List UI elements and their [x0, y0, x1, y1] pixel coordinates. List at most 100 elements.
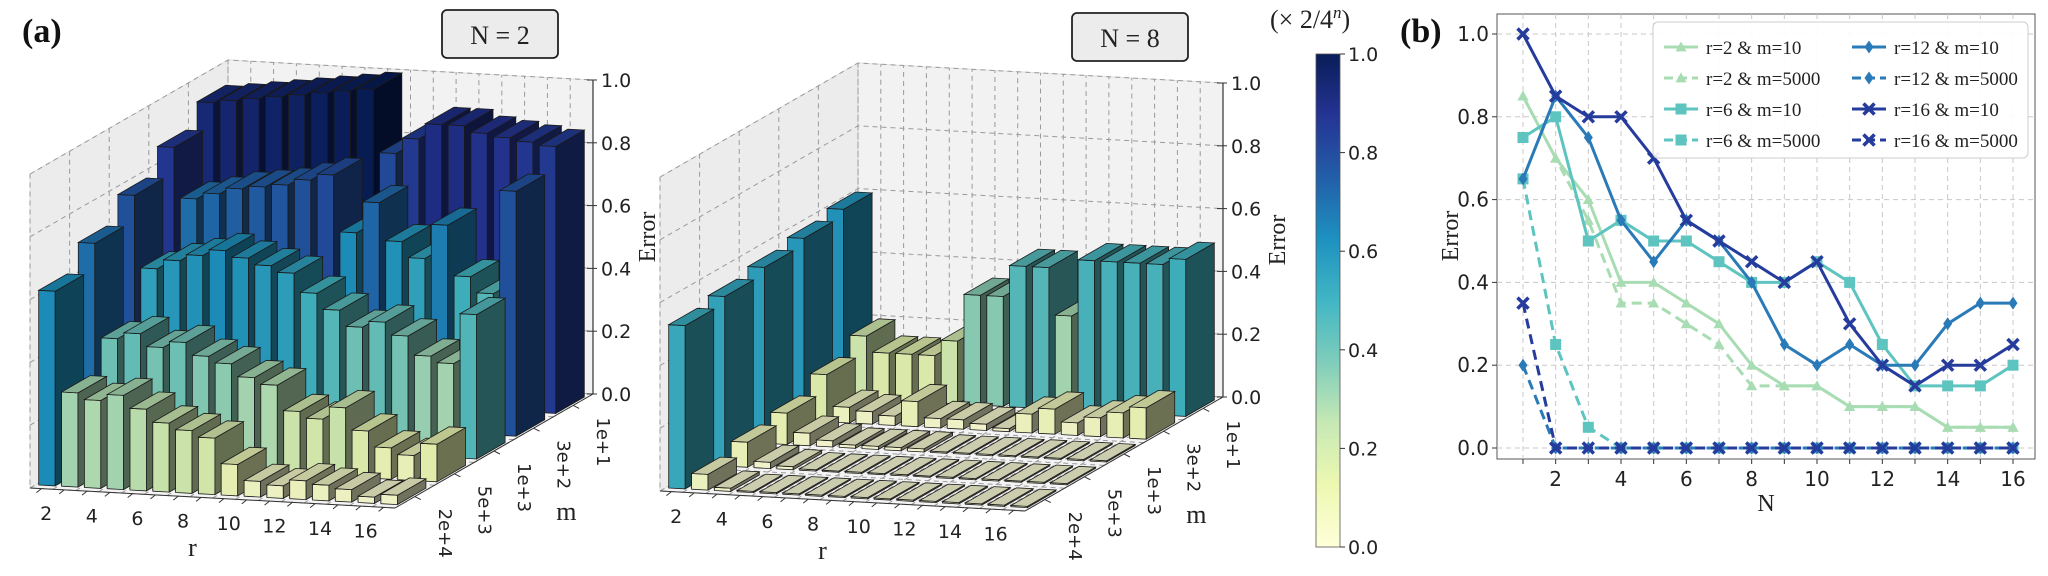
data-point	[2006, 337, 2020, 352]
marker-stroke	[1940, 358, 1955, 372]
r-tick	[757, 496, 763, 502]
bar-top-face	[242, 463, 291, 482]
grid-line-m	[738, 131, 1105, 466]
r-tick	[985, 508, 992, 514]
bar-front-face	[946, 418, 965, 430]
data-point	[1940, 358, 1955, 372]
legend-item: r=6 & m=10	[1664, 100, 1801, 121]
legend-marker	[1675, 103, 1687, 115]
r-tick-label: 4	[86, 505, 98, 527]
bar-top-face	[997, 438, 1046, 457]
data-point	[1713, 318, 1725, 329]
bar-top-face	[241, 81, 290, 100]
bar-top-face	[713, 470, 761, 489]
data-point	[1842, 317, 1857, 331]
marker-stroke	[1842, 317, 1857, 331]
bar-top-face	[735, 473, 784, 492]
data-point	[1679, 441, 1694, 455]
r-tick-label: 2	[670, 506, 682, 528]
bar	[667, 307, 716, 490]
bar-front-face	[220, 463, 239, 497]
bar-side-face	[1185, 242, 1215, 418]
data-point	[1777, 441, 1792, 455]
marker-stroke	[1646, 441, 1661, 455]
y-tick-label: 0.4	[1457, 270, 1489, 294]
data-point	[1614, 441, 1628, 455]
legend-marker	[1675, 134, 1687, 146]
m-tick-label: 1e+3	[513, 463, 534, 512]
data-point	[1974, 380, 1986, 392]
panel-b-label: (b)	[1400, 13, 1442, 50]
data-point	[1908, 441, 1922, 455]
m-tick	[533, 427, 540, 432]
bar	[1026, 464, 1074, 485]
legend-marker	[1862, 102, 1876, 116]
data-point	[1746, 380, 1758, 391]
bar-top-face	[1026, 464, 1074, 483]
bar-top-face	[253, 247, 302, 267]
bar-top-face	[207, 232, 256, 252]
bar-top-face	[825, 191, 874, 210]
data-point	[1713, 256, 1725, 268]
marker-stroke	[1810, 254, 1824, 269]
bar	[906, 431, 954, 453]
bar-front-face	[793, 431, 811, 447]
legend-label: r=6 & m=10	[1706, 100, 1801, 121]
z-tick-label: 0.0	[1231, 387, 1261, 409]
y-tick-label: 0.6	[1457, 188, 1489, 212]
legend-marker	[1675, 41, 1687, 52]
bar-front-face	[175, 429, 193, 494]
bar-top-face	[413, 338, 461, 357]
bar-front-face	[668, 324, 686, 490]
r-tick-label: 12	[892, 518, 916, 540]
bar-top-face	[373, 430, 422, 449]
data-point	[1582, 235, 1594, 247]
marker-stroke	[1712, 234, 1726, 248]
bar	[860, 428, 909, 451]
bar-front-face	[855, 410, 873, 425]
data-point	[1583, 131, 1593, 144]
bar-top-face	[288, 463, 336, 482]
marker-stroke	[1908, 379, 1922, 393]
r-tick	[287, 501, 293, 507]
data-point	[1518, 172, 1528, 186]
bar	[980, 462, 1029, 482]
bar-top-face	[309, 75, 358, 94]
bar	[912, 458, 960, 478]
bar-front-face	[312, 483, 330, 502]
bar-front-face	[1077, 259, 1095, 412]
bar-front-face	[1032, 266, 1050, 410]
m-tick	[572, 404, 580, 409]
z-tick-label: 0.4	[601, 258, 631, 280]
data-point	[1517, 132, 1529, 143]
bar-top-face	[1088, 443, 1137, 462]
bar-top-face	[804, 477, 852, 496]
bar-front-face	[1100, 260, 1118, 414]
m-tick	[1123, 453, 1131, 458]
m-tick	[1084, 476, 1091, 481]
marker-stroke	[1614, 110, 1628, 124]
marker-stroke	[1548, 441, 1563, 455]
r-tick-label: 14	[938, 521, 962, 543]
data-point	[1747, 275, 1757, 289]
bar-top-face	[321, 292, 370, 311]
data-point	[1680, 297, 1692, 308]
r-tick-label: 12	[262, 515, 286, 537]
bar-top-face	[866, 455, 915, 475]
data-point	[1713, 339, 1725, 349]
bar-top-face	[1122, 245, 1170, 264]
bar-top-face	[769, 395, 818, 414]
bar-top-face	[287, 77, 335, 96]
data-point	[1582, 194, 1594, 204]
data-point	[1516, 27, 1530, 41]
r-tick	[104, 491, 111, 497]
marker-stroke	[1614, 441, 1628, 455]
r-tick	[150, 494, 156, 500]
data-point	[1779, 338, 1789, 351]
x-tick-label: 2	[1549, 467, 1562, 491]
legend-label: r=2 & m=5000	[1706, 69, 1820, 90]
m-axis-label: m	[556, 497, 576, 526]
r-tick-label: 10	[217, 513, 241, 535]
legend-label: r=6 & m=5000	[1706, 131, 1820, 152]
